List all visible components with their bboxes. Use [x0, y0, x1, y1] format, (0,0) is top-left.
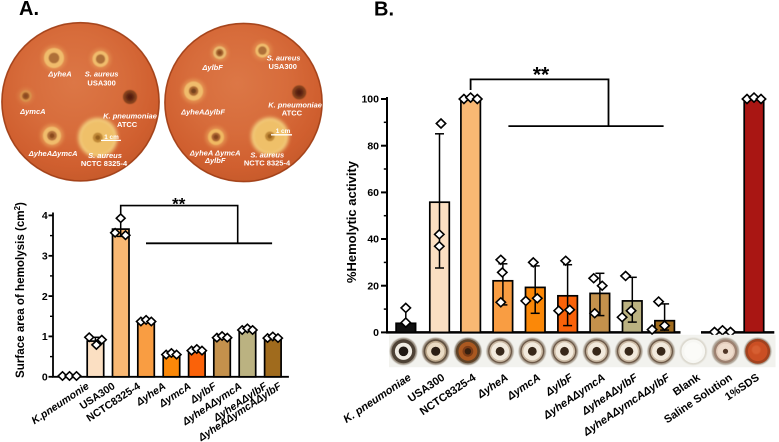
svg-text:S. aureus: S. aureus — [250, 150, 284, 159]
svg-text:100: 100 — [361, 94, 379, 106]
svg-text:60: 60 — [367, 187, 379, 199]
svg-text:**: ** — [533, 64, 550, 87]
svg-text:1 cm: 1 cm — [276, 128, 291, 135]
svg-text:ΔyheA: ΔyheA — [475, 372, 511, 402]
svg-text:**: ** — [172, 195, 186, 214]
svg-text:S. aureus: S. aureus — [88, 151, 122, 160]
svg-text:ATCC: ATCC — [117, 120, 138, 129]
svg-text:80: 80 — [367, 140, 379, 152]
svg-text:0: 0 — [42, 372, 48, 384]
svg-text:K. pneumoniae: K. pneumoniae — [103, 112, 157, 121]
svg-text:1: 1 — [42, 331, 48, 343]
svg-text:3: 3 — [42, 250, 48, 262]
svg-text:USA300: USA300 — [269, 62, 297, 71]
svg-text:20: 20 — [367, 280, 379, 292]
svg-text:NCTC 8325-4: NCTC 8325-4 — [81, 159, 128, 168]
svg-text:ΔylbF: ΔylbF — [201, 63, 223, 72]
svg-text:ΔyheA ΔymcA: ΔyheA ΔymcA — [189, 148, 241, 157]
svg-text:K. pneumoniae: K. pneumoniae — [341, 372, 413, 426]
svg-text:ΔyheAΔylbF: ΔyheAΔylbF — [180, 107, 225, 116]
svg-text:%Hemolytic activity: %Hemolytic activity — [344, 160, 359, 283]
svg-text:40: 40 — [367, 234, 379, 246]
svg-text:NCTC 8325-4: NCTC 8325-4 — [244, 159, 291, 168]
svg-text:K. pneumoniae: K. pneumoniae — [268, 101, 322, 110]
svg-text:ΔyheA: ΔyheA — [47, 70, 71, 79]
svg-text:ΔyheAΔymcA: ΔyheAΔymcA — [28, 149, 78, 158]
svg-text:4: 4 — [42, 210, 48, 222]
svg-text:ΔymcA: ΔymcA — [504, 372, 543, 403]
svg-text:2: 2 — [42, 291, 48, 303]
svg-text:USA300: USA300 — [87, 79, 115, 88]
svg-text:S. aureus: S. aureus — [267, 54, 301, 63]
svg-text:Surface area of hemolysis (cm2: Surface area of hemolysis (cm2) — [13, 202, 27, 378]
svg-text:ATCC: ATCC — [282, 109, 303, 118]
svg-text:ΔymcA: ΔymcA — [19, 107, 45, 116]
svg-text:ΔylbF: ΔylbF — [204, 156, 226, 165]
svg-text:1 cm: 1 cm — [104, 134, 119, 141]
svg-text:B.: B. — [374, 0, 394, 21]
svg-text:A.: A. — [19, 0, 39, 20]
svg-text:S. aureus: S. aureus — [85, 70, 119, 79]
svg-text:0: 0 — [373, 327, 379, 339]
